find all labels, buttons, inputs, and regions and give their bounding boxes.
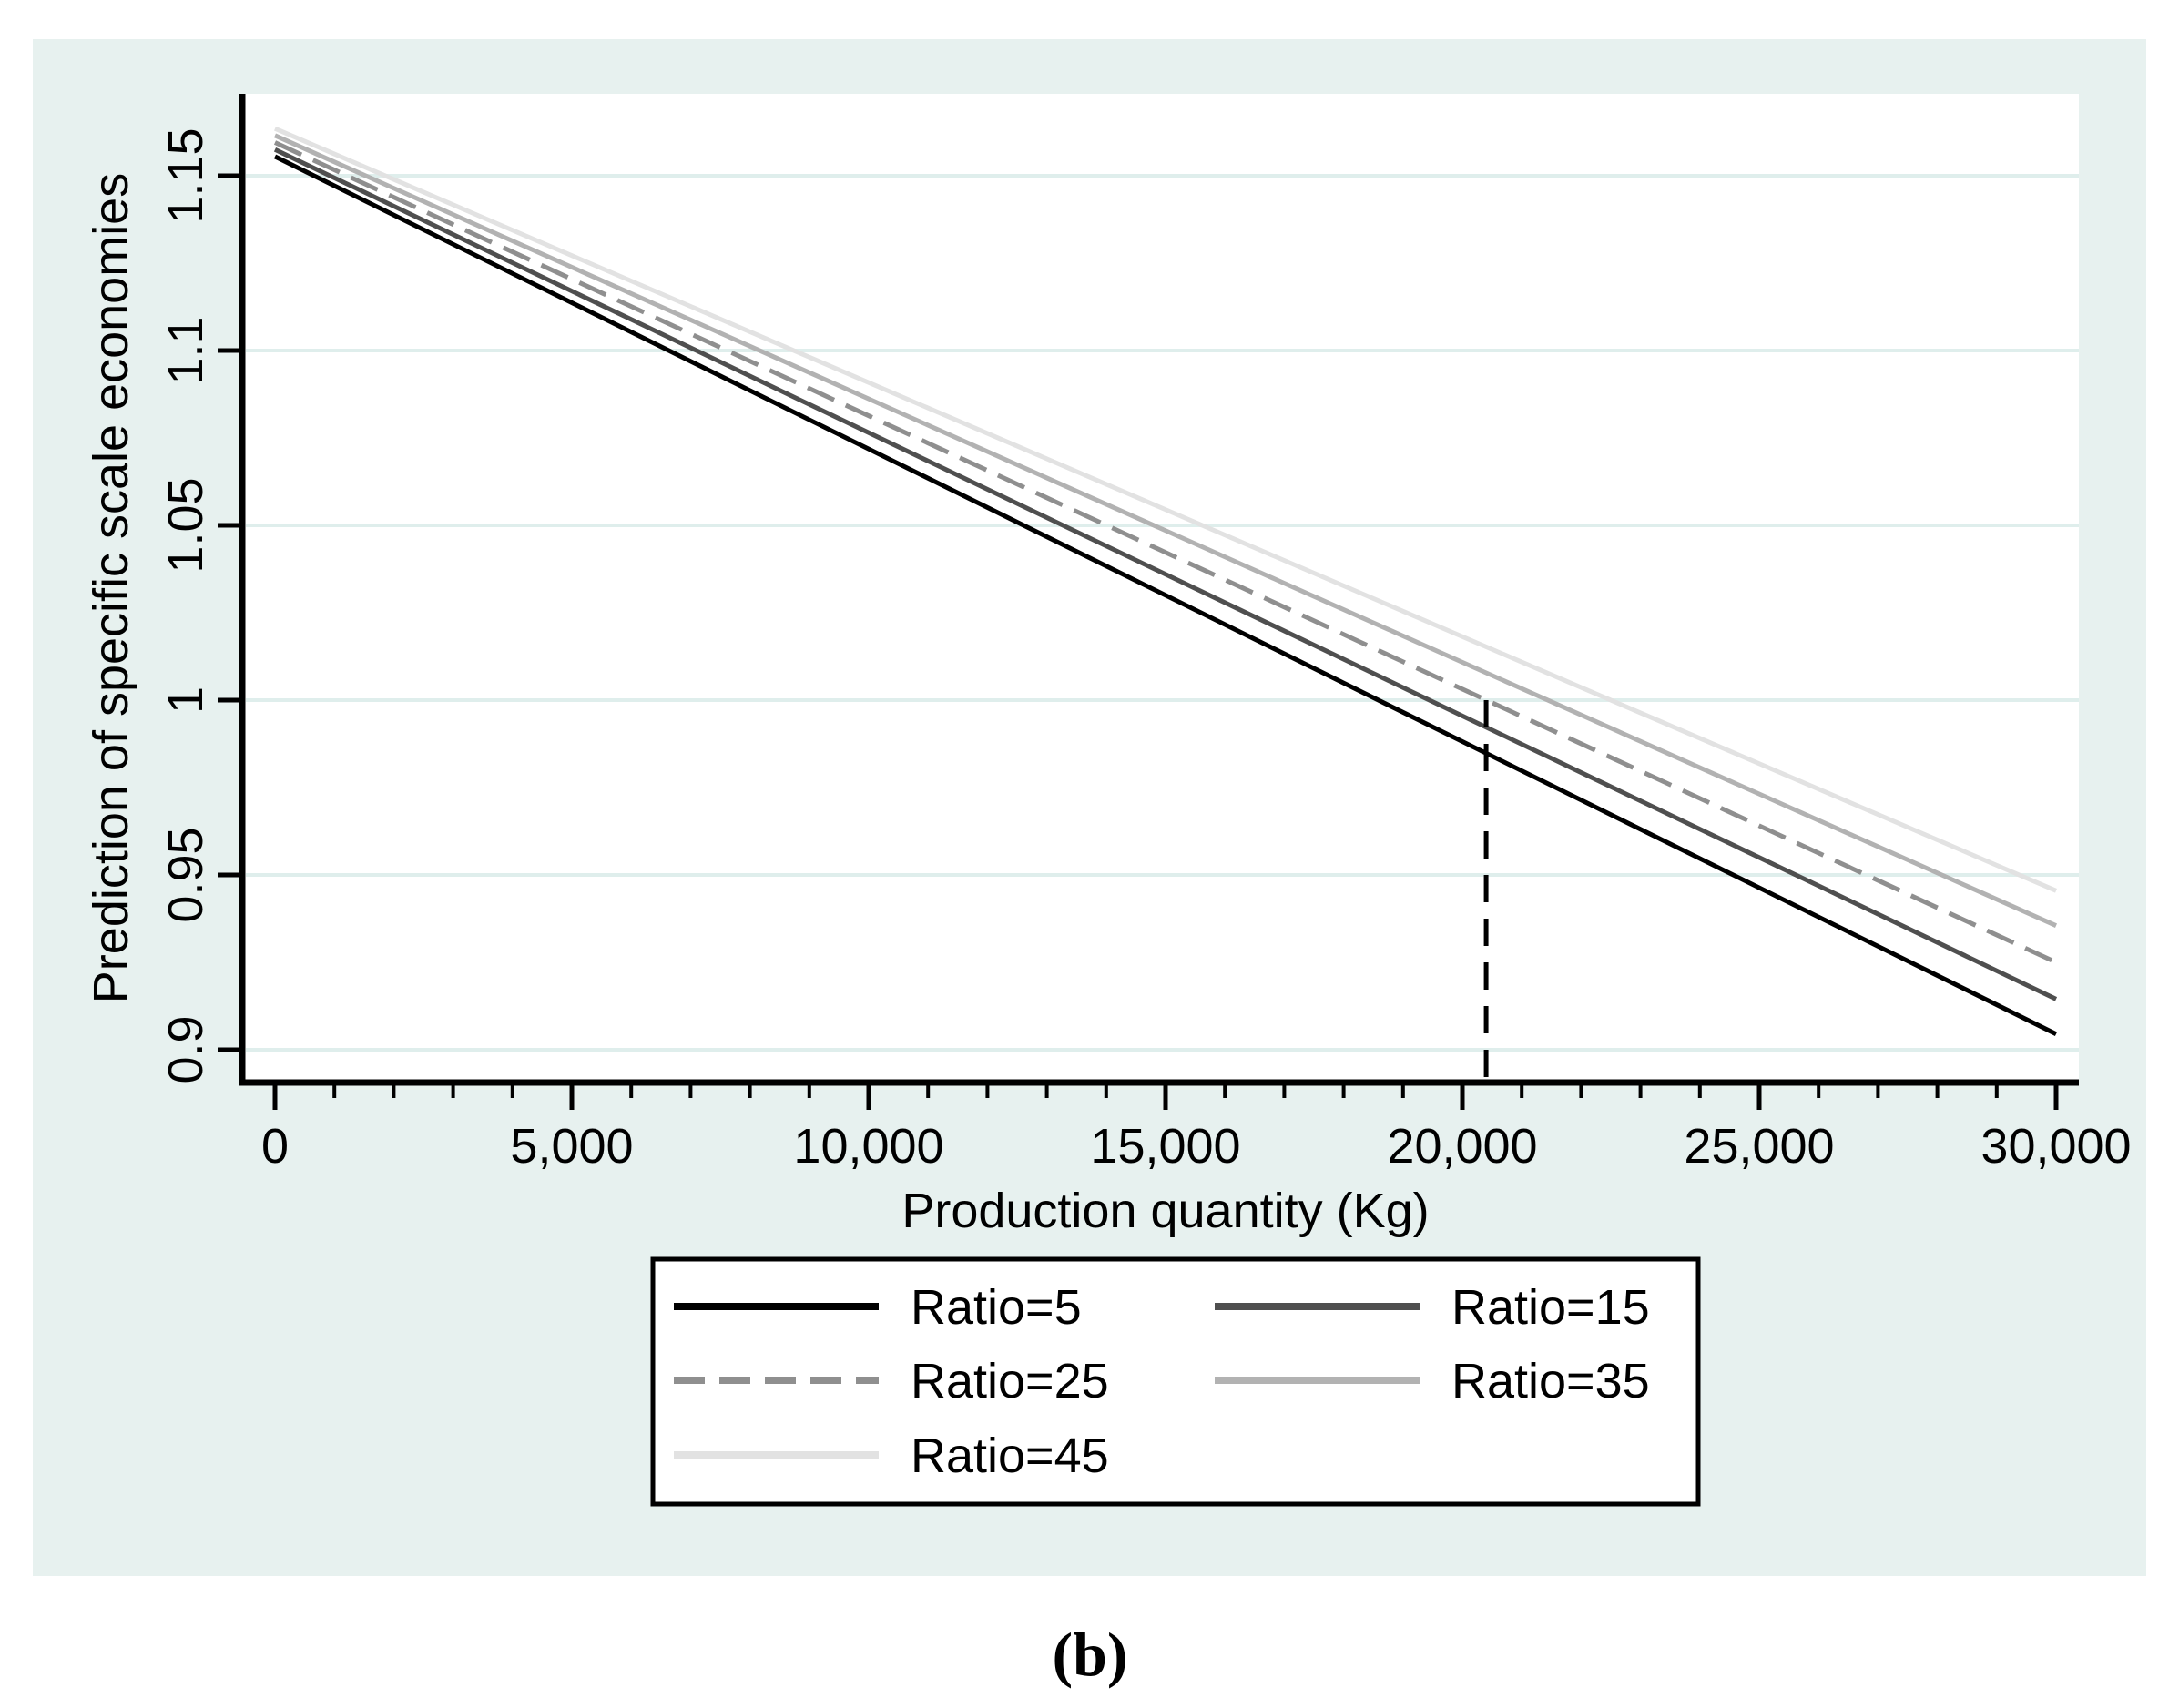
legend-label: Ratio=45 [911,1428,1109,1483]
x-tick-label: 25,000 [1684,1119,1834,1174]
subfigure-caption: (b) [1052,1620,1127,1689]
y-tick-label: 0.9 [158,1015,213,1083]
x-axis-title: Production quantity (Kg) [901,1184,1429,1238]
legend: Ratio=5 Ratio=15 Ratio=25 Ratio=35 Ratio=45 [650,1256,1701,1507]
x-tick-label: 5,000 [510,1119,633,1174]
legend-item: Ratio=25 [674,1354,1109,1408]
y-tick-label: 1.05 [158,477,213,573]
y-axis-tick-labels: 0.9 0.95 1 1.05 1.1 1.15 [158,127,213,1083]
legend-label: Ratio=25 [911,1354,1109,1408]
series-line-ratio-35 [273,133,2058,928]
axes [239,94,2079,1086]
data-series-lines [273,126,2058,1036]
series-line-ratio-15 [273,147,2058,1001]
series-line-ratio-25 [273,140,2058,965]
legend-item: Ratio=15 [1215,1280,1650,1335]
y-tick-label: 1.1 [158,316,213,384]
legend-label: Ratio=5 [911,1280,1082,1335]
series-line-ratio-5 [273,154,2058,1036]
x-tick-label: 15,000 [1090,1119,1240,1174]
y-tick-label: 1 [158,686,213,714]
legend-item: Ratio=35 [1215,1354,1650,1408]
legend-label: Ratio=15 [1451,1280,1650,1335]
y-axis-ticks [218,173,242,1052]
legend-label: Ratio=35 [1451,1354,1650,1408]
y-tick-label: 1.15 [158,127,213,223]
x-tick-label: 20,000 [1387,1119,1537,1174]
legend-items: Ratio=5 Ratio=15 Ratio=25 Ratio=35 Ratio=45 [674,1280,1650,1483]
x-tick-label: 30,000 [1980,1119,2131,1174]
x-axis-tick-labels: 0 5,000 10,000 15,000 20,000 25,000 30,000 [261,1119,2132,1174]
x-axis-ticks [272,1083,2059,1110]
x-tick-label: 10,000 [793,1119,943,1174]
series-line-ratio-45 [274,126,2057,893]
legend-item: Ratio=5 [674,1280,1082,1335]
y-axis-title: Prediction of specific scale economies [84,173,138,1003]
gridlines [246,174,2079,1052]
x-tick-label: 0 [261,1119,289,1174]
y-tick-label: 0.95 [158,827,213,922]
legend-item: Ratio=45 [674,1428,1109,1483]
